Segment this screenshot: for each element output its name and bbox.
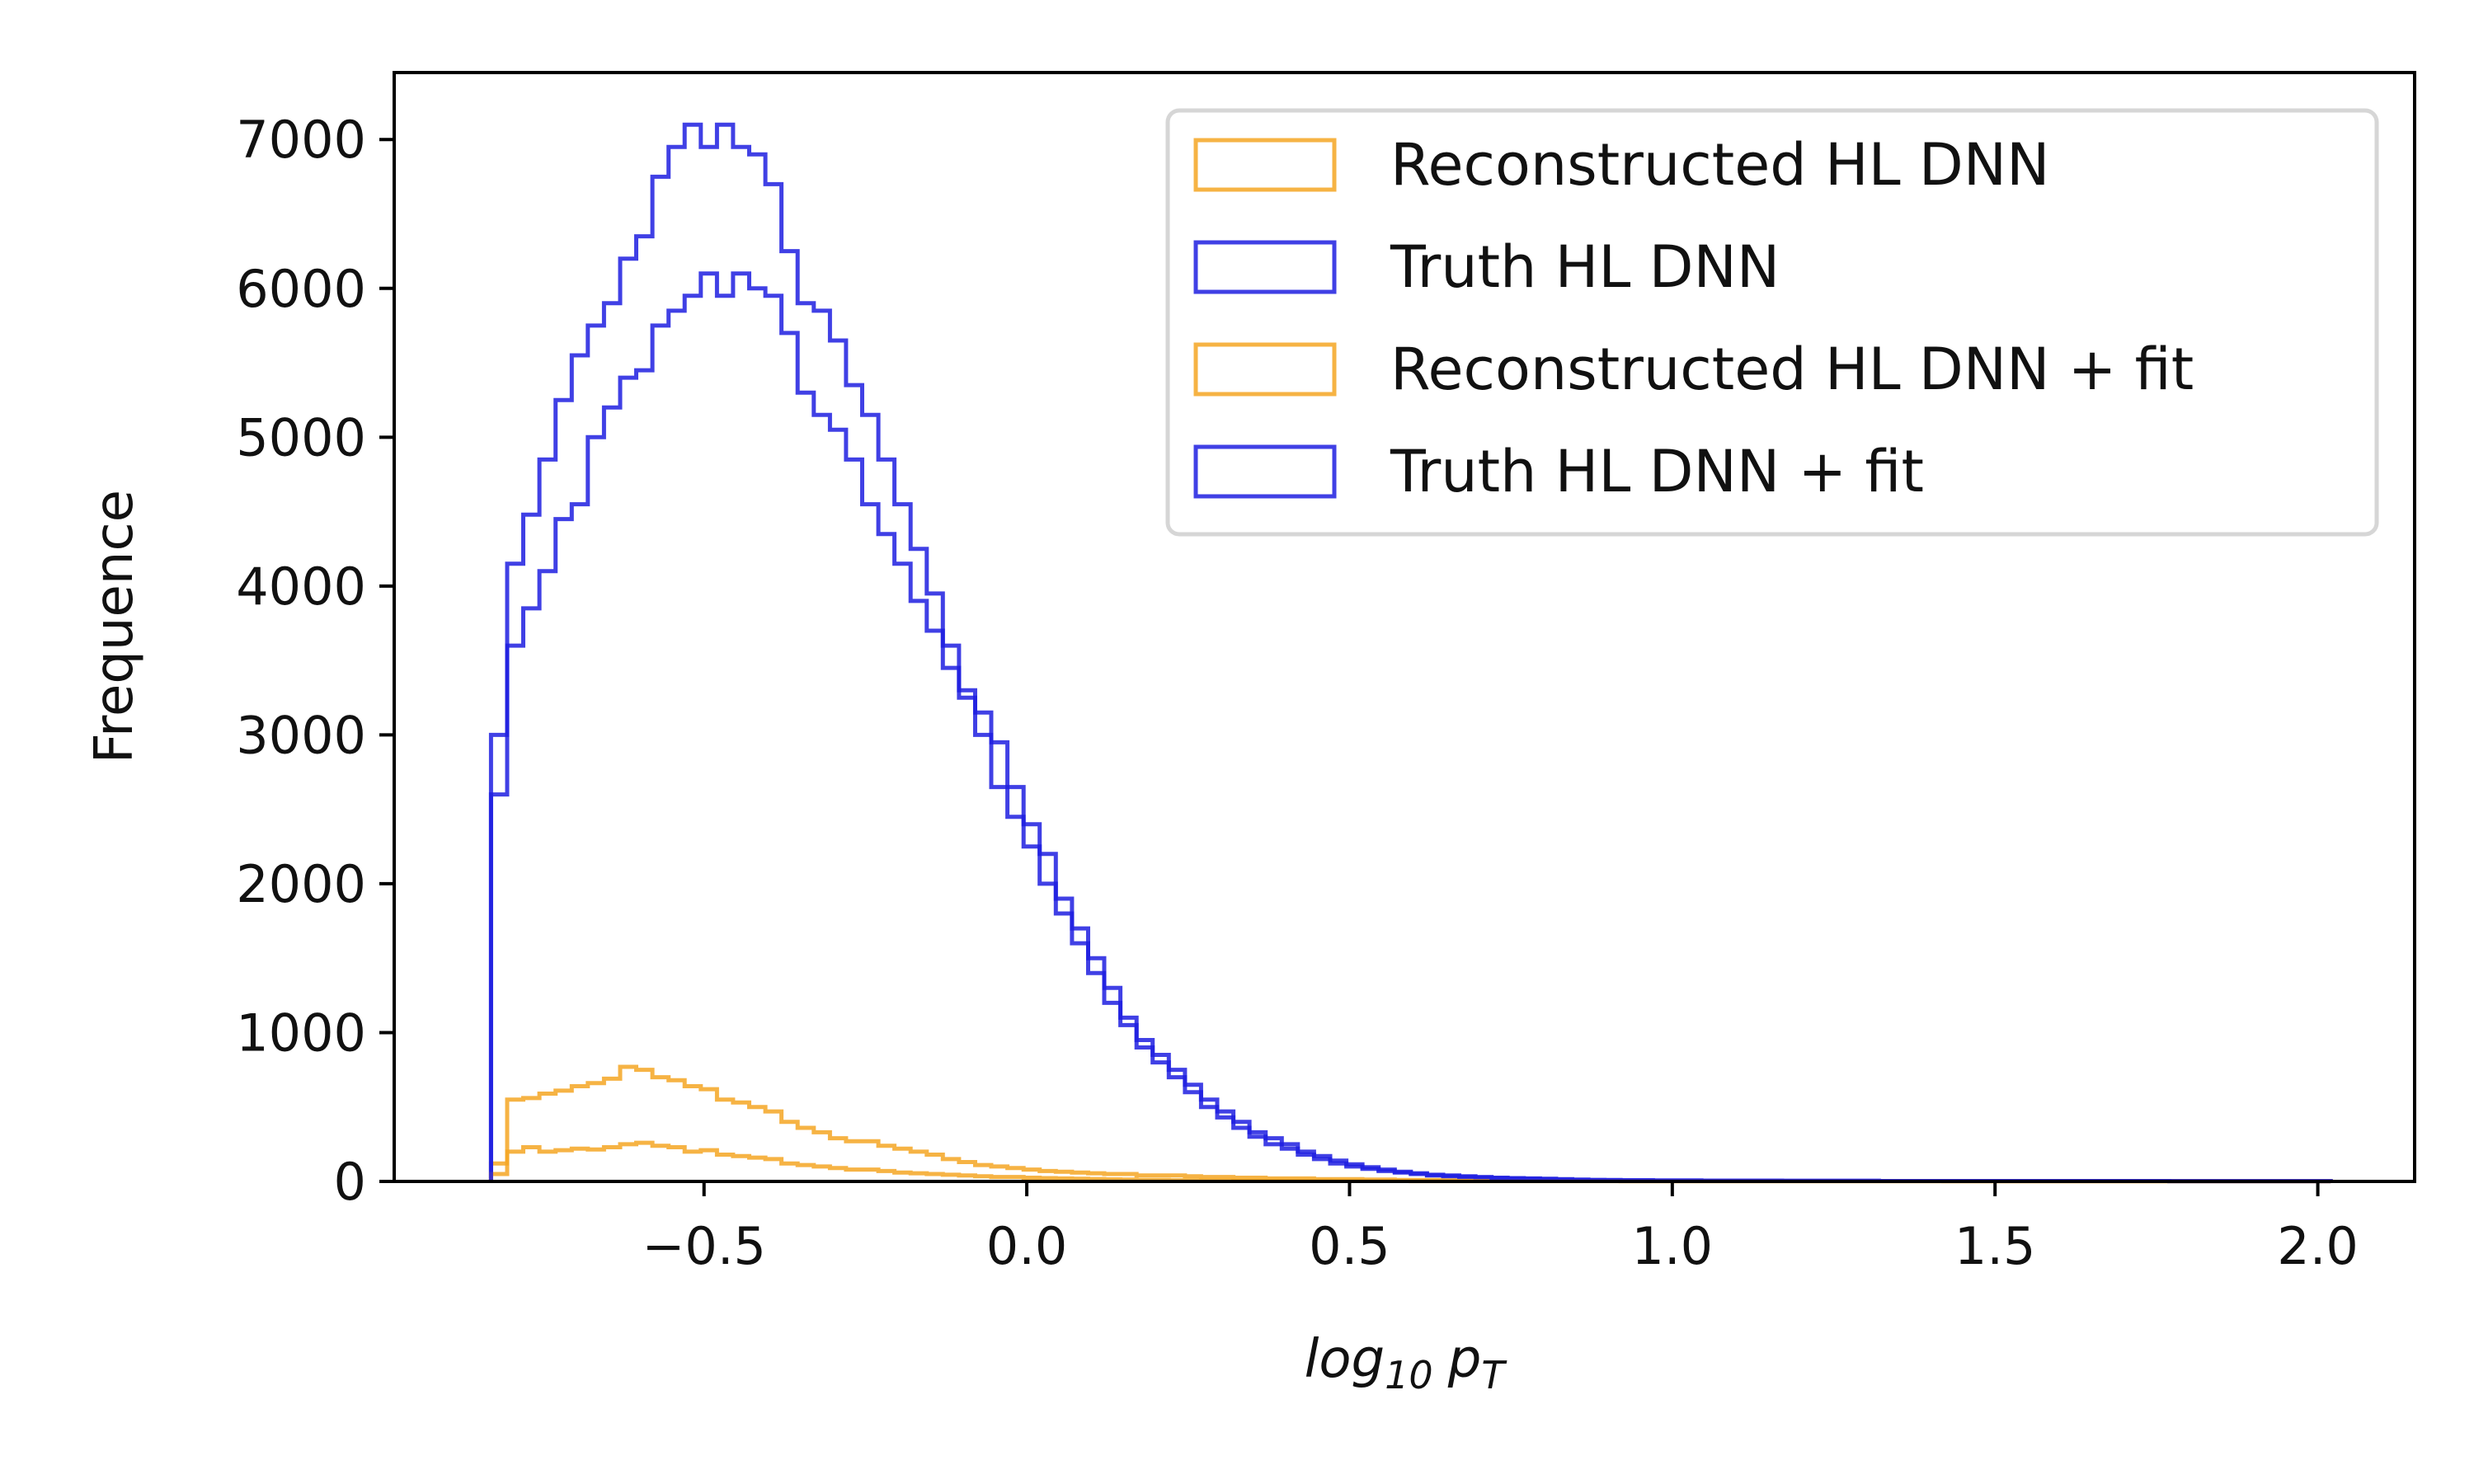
legend-swatch [1193, 444, 1337, 499]
x-tick-label: 1.0 [1632, 1216, 1714, 1276]
y-tick-label: 3000 [236, 705, 366, 765]
legend-box [1165, 108, 2379, 537]
y-tick-label: 0 [334, 1152, 366, 1212]
x-tick-label: 2.0 [2277, 1216, 2359, 1276]
plot-frame [393, 71, 2416, 1183]
legend-label: Reconstructed HL DNN + fit [1390, 336, 2194, 403]
legend-swatch [1193, 342, 1337, 397]
x-axis-label: log10 pT [1305, 1329, 1508, 1397]
legend-label: Truth HL DNN [1390, 233, 1780, 301]
y-tick-label: 4000 [236, 556, 366, 617]
y-tick-label: 7000 [236, 110, 366, 170]
legend-label: Reconstructed HL DNN [1390, 131, 2050, 199]
y-tick-label: 1000 [236, 1003, 366, 1063]
y-tick-label: 6000 [236, 259, 366, 319]
x-tick-label: −0.5 [642, 1216, 766, 1276]
x-tick-label: 0.0 [986, 1216, 1068, 1276]
legend-label: Truth HL DNN + fit [1390, 438, 1924, 505]
legend-swatch [1193, 138, 1337, 192]
legend: Reconstructed HL DNN Truth HL DNN Reconstr… [1165, 108, 2379, 537]
y-tick-label: 5000 [236, 407, 366, 467]
legend-entries: Reconstructed HL DNN Truth HL DNN Reconstr… [1193, 131, 2194, 505]
y-tick-label: 2000 [236, 854, 366, 914]
x-axis-ticks: −0.5 0.0 0.5 1.0 1.5 2.0 [642, 1181, 2359, 1276]
y-axis-ticks: 0 1000 2000 3000 4000 5000 6000 7000 [236, 110, 394, 1212]
legend-swatch [1193, 240, 1337, 294]
y-axis-label: Frequence [84, 490, 145, 763]
x-tick-label: 1.5 [1954, 1216, 2036, 1276]
x-tick-label: 0.5 [1309, 1216, 1390, 1276]
